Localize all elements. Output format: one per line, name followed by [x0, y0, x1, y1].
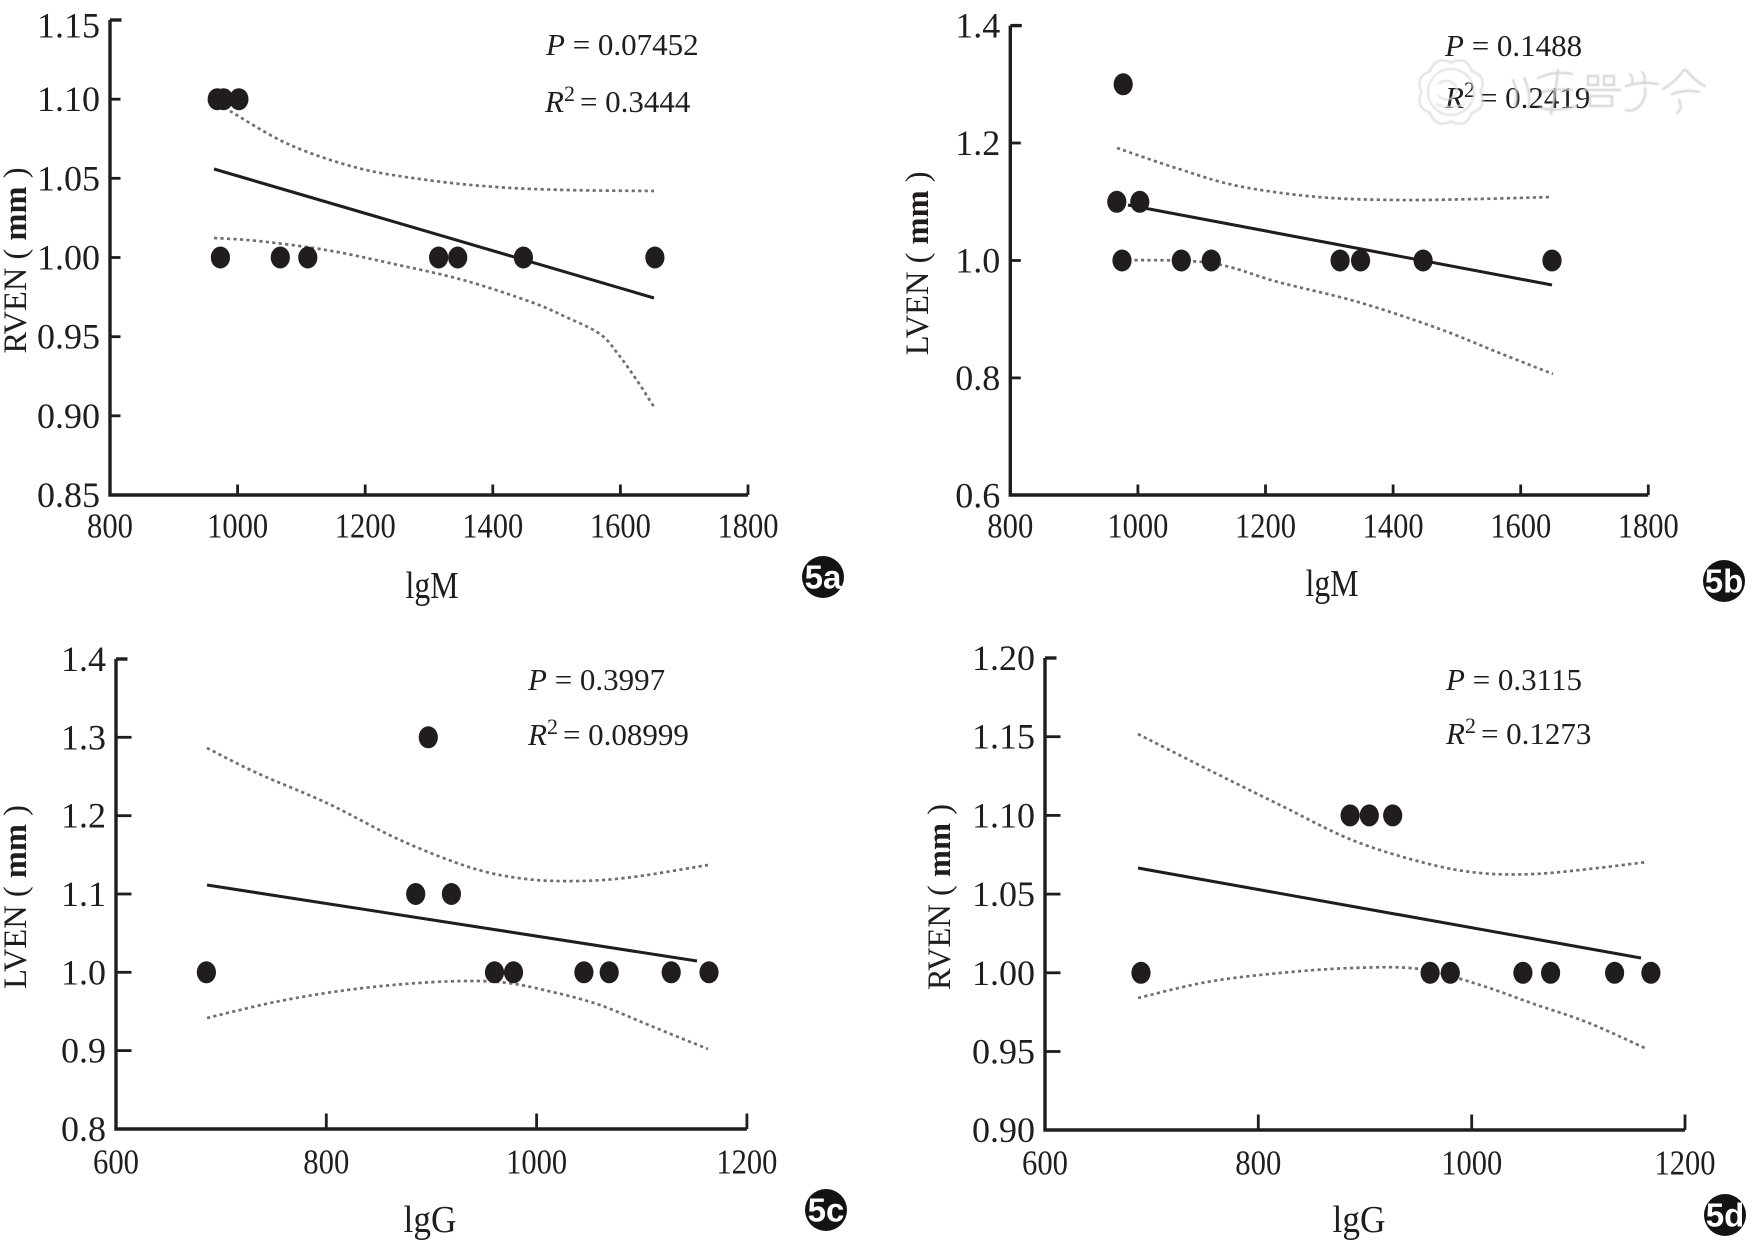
svg-text:1800: 1800 — [1618, 507, 1679, 546]
svg-text:1.15: 1.15 — [972, 717, 1035, 757]
svg-text:1400: 1400 — [462, 507, 523, 546]
svg-text:1.00: 1.00 — [37, 238, 100, 278]
svg-text:R2= 0.08999: R2 = 0.08999 — [527, 714, 689, 752]
svg-text:lgM: lgM — [406, 565, 459, 607]
svg-text:1800: 1800 — [718, 507, 779, 546]
svg-text:1.0: 1.0 — [955, 241, 1000, 281]
svg-text:0.8: 0.8 — [955, 358, 1000, 398]
svg-text:5b: 5b — [1705, 563, 1744, 600]
svg-text:800: 800 — [1235, 1144, 1281, 1183]
svg-text:800: 800 — [87, 507, 133, 546]
svg-text:P = 0.3997: P = 0.3997 — [527, 662, 665, 697]
svg-text:lgG: lgG — [404, 1199, 457, 1241]
svg-text:1000: 1000 — [207, 507, 268, 546]
svg-text:1200: 1200 — [1235, 507, 1296, 546]
svg-text:0.9: 0.9 — [61, 1031, 106, 1071]
svg-text:1600: 1600 — [590, 507, 651, 546]
svg-text:1.10: 1.10 — [972, 795, 1035, 835]
svg-text:5a: 5a — [805, 559, 842, 596]
svg-text:1600: 1600 — [1490, 507, 1551, 546]
svg-text:0.90: 0.90 — [37, 396, 100, 436]
svg-text:R2= 0.3444: R2 = 0.3444 — [544, 81, 691, 119]
svg-text:1000: 1000 — [1441, 1144, 1502, 1183]
svg-text:P = 0.1488: P = 0.1488 — [1444, 28, 1582, 63]
svg-text:P = 0.07452: P = 0.07452 — [545, 27, 699, 62]
svg-text:0.85: 0.85 — [37, 475, 100, 515]
svg-text:LVEN ( mm ): LVEN ( mm ) — [900, 171, 936, 355]
svg-text:1.1: 1.1 — [61, 874, 106, 914]
svg-text:600: 600 — [1022, 1144, 1068, 1183]
svg-text:1000: 1000 — [1107, 507, 1168, 546]
svg-text:R2= 0.1273: R2 = 0.1273 — [1445, 713, 1591, 751]
svg-text:1.2: 1.2 — [955, 123, 1000, 163]
svg-text:1.10: 1.10 — [37, 79, 100, 119]
svg-text:1.4: 1.4 — [61, 639, 106, 679]
svg-text:800: 800 — [987, 507, 1033, 546]
svg-text:P = 0.3115: P = 0.3115 — [1445, 662, 1582, 697]
svg-text:1200: 1200 — [335, 507, 396, 546]
svg-text:1.15: 1.15 — [37, 6, 100, 46]
svg-text:600: 600 — [93, 1143, 139, 1182]
svg-text:1200: 1200 — [716, 1143, 777, 1182]
svg-text:0.95: 0.95 — [37, 317, 100, 357]
svg-text:lgM: lgM — [1306, 563, 1359, 605]
svg-text:1400: 1400 — [1363, 507, 1424, 546]
svg-text:LVEN ( mm ): LVEN ( mm ) — [0, 805, 34, 989]
svg-text:RVEN ( mm ): RVEN ( mm ) — [0, 167, 34, 353]
svg-text:1000: 1000 — [506, 1143, 567, 1182]
svg-text:0.6: 0.6 — [955, 475, 1000, 515]
svg-text:0.90: 0.90 — [972, 1110, 1035, 1150]
svg-text:5d: 5d — [1706, 1197, 1745, 1234]
svg-text:1.05: 1.05 — [37, 158, 100, 198]
svg-text:1.0: 1.0 — [61, 952, 106, 992]
svg-text:0.8: 0.8 — [61, 1109, 106, 1149]
svg-text:0.95: 0.95 — [972, 1032, 1035, 1072]
svg-text:1.20: 1.20 — [972, 638, 1035, 678]
svg-text:1.05: 1.05 — [972, 874, 1035, 914]
svg-text:800: 800 — [303, 1143, 349, 1182]
svg-text:1.2: 1.2 — [61, 796, 106, 836]
svg-text:1.00: 1.00 — [972, 953, 1035, 993]
svg-text:lgG: lgG — [1333, 1199, 1386, 1241]
svg-text:1200: 1200 — [1655, 1144, 1716, 1183]
svg-text:5c: 5c — [808, 1192, 845, 1229]
svg-text:1.4: 1.4 — [955, 6, 1000, 46]
svg-text:1.3: 1.3 — [61, 717, 106, 757]
svg-text:RVEN ( mm ): RVEN ( mm ) — [922, 804, 958, 990]
